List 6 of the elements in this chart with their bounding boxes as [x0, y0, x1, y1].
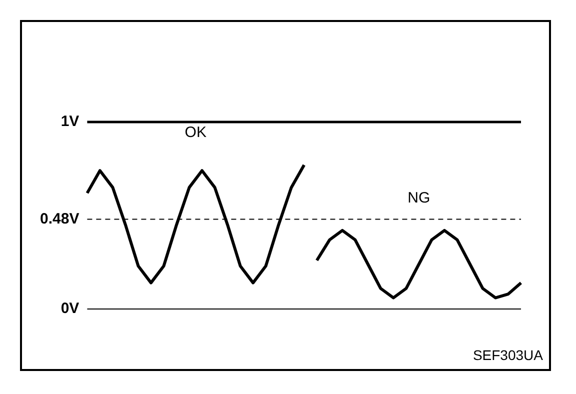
- series-label: OK: [184, 124, 206, 142]
- y-tick-label: 0.48V: [40, 210, 80, 228]
- y-tick-label: 0V: [60, 300, 80, 318]
- y-tick-label: 1V: [60, 113, 80, 130]
- text: SEF303UA: [472, 347, 543, 363]
- series-label: NG: [408, 189, 430, 206]
